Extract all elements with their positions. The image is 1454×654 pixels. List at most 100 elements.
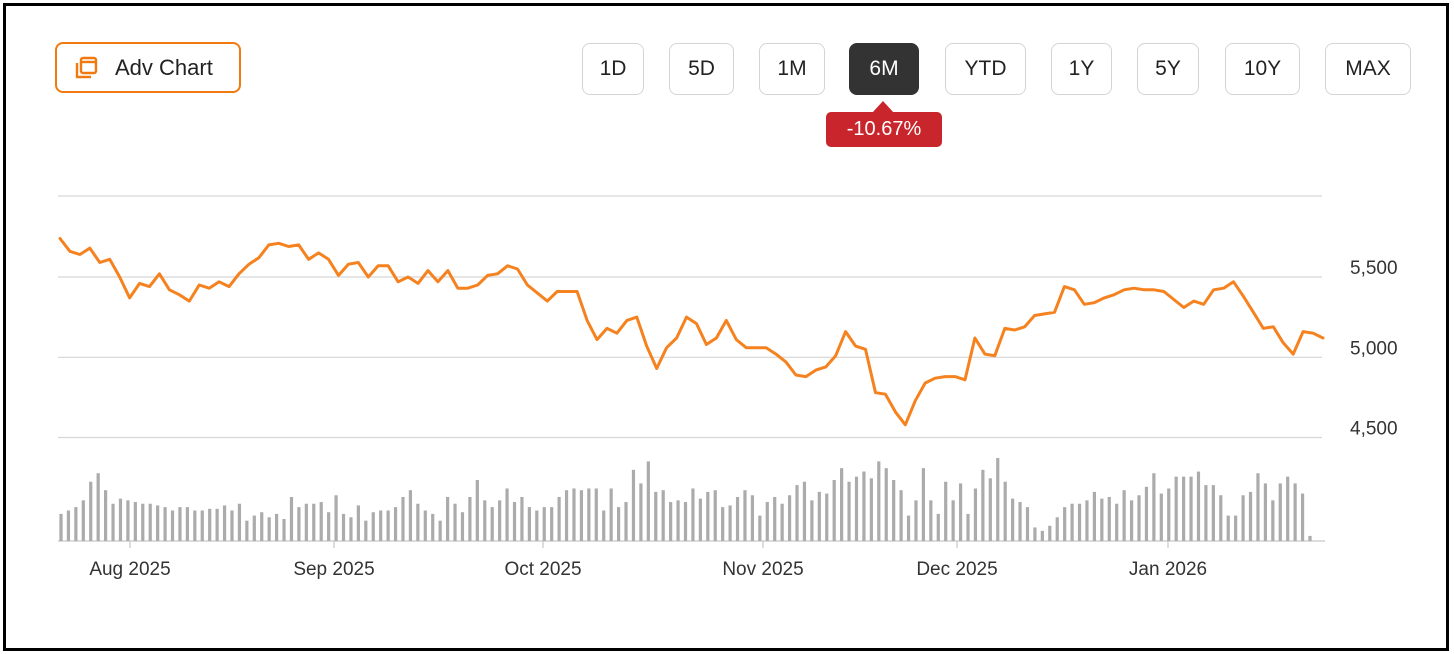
volume-bar <box>141 503 145 541</box>
volume-bar <box>334 495 338 541</box>
volume-bar <box>1077 503 1082 541</box>
volume-bar <box>148 503 152 541</box>
volume-bar <box>1070 503 1074 541</box>
price-line-group <box>58 237 1325 427</box>
volume-bar <box>408 490 413 541</box>
range-button-1d[interactable]: 1D <box>582 43 644 95</box>
volume-bar <box>178 507 182 541</box>
adv-chart-button[interactable]: Adv Chart <box>55 42 241 93</box>
volume-bar <box>1286 476 1290 541</box>
volume-bar <box>639 483 643 541</box>
volume-bar <box>631 469 636 541</box>
volume-bar <box>1048 525 1052 541</box>
volume-bar <box>453 503 457 541</box>
volume-bar <box>780 503 784 541</box>
volume-bar <box>683 502 688 541</box>
x-axis: Aug 2025 Sep 2025 Oct 2025 Nov 2025 Dec 2025… <box>89 541 1207 580</box>
volume-bar <box>758 515 762 541</box>
volume-bar <box>104 490 108 541</box>
volume-bar <box>787 495 792 541</box>
volume-bar <box>200 510 204 541</box>
y-axis: 5,500 5,000 4,500 <box>1350 258 1398 440</box>
volume-bar <box>966 513 970 541</box>
range-button-5y[interactable]: 5Y <box>1137 43 1199 95</box>
volume-bar <box>1018 502 1022 541</box>
volume-bar <box>460 512 465 541</box>
volume-bar <box>237 503 242 541</box>
chart-frame <box>3 3 1449 651</box>
volume-bar <box>669 502 673 541</box>
y-tick-label: 5,000 <box>1350 338 1398 359</box>
volume-bar <box>468 496 472 541</box>
volume-bar <box>661 490 665 541</box>
x-tick-label: Dec 2025 <box>916 559 997 580</box>
volume-bar <box>364 520 368 541</box>
volume-bar <box>74 507 78 541</box>
volume-bar <box>862 471 866 541</box>
volume-bar <box>594 488 598 541</box>
volume-bar <box>475 480 479 541</box>
volume-bar <box>550 507 554 541</box>
volume-bar <box>609 488 613 541</box>
volume-bar <box>498 500 502 541</box>
volume-bar <box>981 469 985 541</box>
volume-bar <box>996 458 1000 541</box>
volume-bar <box>958 483 963 541</box>
volume-bar <box>1219 495 1223 541</box>
volume-bar <box>59 513 63 541</box>
volume-bar <box>854 476 859 541</box>
volume-bar <box>1234 515 1238 541</box>
volume-bar <box>1300 493 1305 541</box>
volume-bar <box>1241 495 1245 541</box>
range-button-10y[interactable]: 10Y <box>1225 43 1300 95</box>
volume-bar <box>312 503 316 541</box>
volume-bar <box>356 505 360 541</box>
volume-bar <box>215 508 219 541</box>
volume-bar <box>393 507 398 541</box>
volume-bar <box>1263 483 1267 541</box>
volume-bar <box>802 481 807 541</box>
range-button-5d[interactable]: 5D <box>669 43 734 95</box>
volume-bar <box>66 510 71 541</box>
volume-bar <box>535 510 539 541</box>
volume-bar <box>795 485 799 541</box>
range-button-max[interactable]: MAX <box>1325 43 1411 95</box>
volume-bar <box>260 512 264 541</box>
volume-bar <box>847 481 851 541</box>
volume-bar <box>706 491 710 541</box>
volume-bar <box>371 512 375 541</box>
volume-bar <box>572 488 576 541</box>
volume-bar <box>750 495 755 541</box>
volume-bar <box>1167 488 1171 541</box>
volume-bar <box>208 508 212 541</box>
volume-bar <box>1189 476 1193 541</box>
volume-bar <box>936 513 940 541</box>
volume-bar <box>602 510 606 541</box>
volume-bar <box>691 488 695 541</box>
volume-bar <box>951 500 955 541</box>
volume-bar <box>1092 491 1096 541</box>
range-button-ytd[interactable]: YTD <box>945 43 1026 95</box>
volume-bar <box>884 468 888 541</box>
volume-bar <box>1196 471 1201 541</box>
volume-bar <box>825 493 829 541</box>
volume-bar <box>1115 503 1119 541</box>
range-button-6m[interactable]: 6M <box>849 43 919 95</box>
volume-bar <box>832 480 836 541</box>
volume-bar <box>133 502 137 541</box>
volume-bar <box>483 500 487 541</box>
volume-bar <box>676 500 680 541</box>
volume-bar <box>1129 500 1134 541</box>
volume-bar <box>892 480 896 541</box>
volume-bar <box>765 502 769 541</box>
range-button-1m[interactable]: 1M <box>759 43 825 95</box>
volume-bar <box>438 520 442 541</box>
volume-bar <box>282 518 286 541</box>
range-button-1y[interactable]: 1Y <box>1051 43 1112 95</box>
volume-bar <box>921 468 926 541</box>
volume-bar <box>869 478 873 541</box>
volume-bar <box>193 510 197 541</box>
volume-bar <box>341 513 346 541</box>
volume-bar <box>512 502 517 541</box>
